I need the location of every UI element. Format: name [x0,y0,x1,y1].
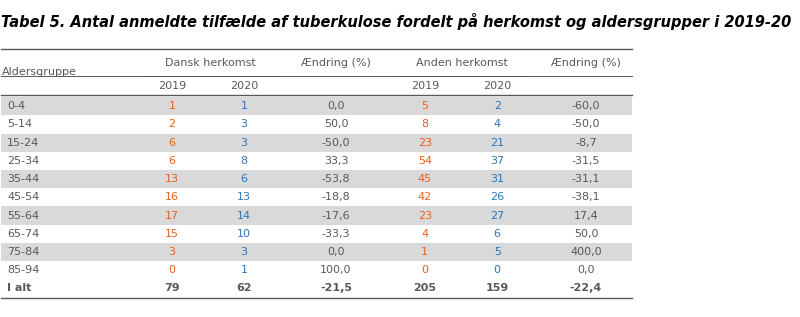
Text: -21,5: -21,5 [320,283,352,294]
Text: 4: 4 [422,229,428,239]
Text: 13: 13 [165,174,179,184]
Text: 0: 0 [169,265,175,275]
Text: I alt: I alt [7,283,31,294]
Text: -8,7: -8,7 [575,138,597,148]
Text: -50,0: -50,0 [572,120,600,129]
Text: 27: 27 [490,210,504,221]
Text: 3: 3 [241,120,247,129]
Text: 2020: 2020 [230,81,258,91]
Text: 1: 1 [422,247,428,257]
Text: 35-44: 35-44 [7,174,39,184]
Text: 31: 31 [490,174,504,184]
Text: 3: 3 [169,247,175,257]
Text: 0,0: 0,0 [578,265,594,275]
Text: 10: 10 [237,229,251,239]
Text: 85-94: 85-94 [7,265,39,275]
Text: 5-14: 5-14 [7,120,32,129]
Text: Dansk herkomst: Dansk herkomst [165,58,255,68]
Text: 3: 3 [241,247,247,257]
Text: Ændring (%): Ændring (%) [301,58,371,68]
Text: -60,0: -60,0 [572,101,600,111]
Text: 42: 42 [418,192,432,202]
Text: 0: 0 [494,265,501,275]
Text: 2019: 2019 [158,81,186,91]
Bar [1,97,632,115]
Text: 45-54: 45-54 [7,192,39,202]
Text: Tabel 5. Antal anmeldte tilfælde af tuberkulose fordelt på herkomst og aldersgru: Tabel 5. Antal anmeldte tilfælde af tube… [1,13,791,30]
Text: -53,8: -53,8 [322,174,350,184]
Text: 25-34: 25-34 [7,156,39,166]
Text: 2: 2 [169,120,175,129]
Text: 23: 23 [418,210,432,221]
Text: 54: 54 [418,156,432,166]
Text: 1: 1 [241,265,247,275]
Text: 2020: 2020 [483,81,511,91]
Text: 75-84: 75-84 [7,247,39,257]
Text: 2019: 2019 [410,81,439,91]
Text: 1: 1 [241,101,247,111]
Text: 159: 159 [486,283,509,294]
Text: 26: 26 [490,192,504,202]
Text: -31,1: -31,1 [572,174,600,184]
Text: 55-64: 55-64 [7,210,39,221]
Text: -18,8: -18,8 [322,192,350,202]
Text: 205: 205 [414,283,436,294]
Text: 6: 6 [169,138,175,148]
Text: 5: 5 [422,101,428,111]
Text: 23: 23 [418,138,432,148]
Text: 65-74: 65-74 [7,229,39,239]
Text: 17: 17 [165,210,179,221]
Text: 0-4: 0-4 [7,101,26,111]
Text: 50,0: 50,0 [324,120,348,129]
Bar [1,243,632,261]
Text: -17,6: -17,6 [322,210,350,221]
Text: 79: 79 [164,283,180,294]
Text: -38,1: -38,1 [572,192,600,202]
Text: -33,3: -33,3 [322,229,350,239]
Text: 4: 4 [494,120,501,129]
Text: -50,0: -50,0 [322,138,350,148]
Text: 6: 6 [494,229,501,239]
Text: 0: 0 [422,265,428,275]
Bar [1,206,632,225]
Text: 3: 3 [241,138,247,148]
Text: 62: 62 [236,283,252,294]
Text: Aldersgruppe: Aldersgruppe [2,67,77,77]
Text: 0,0: 0,0 [327,101,345,111]
Text: 15: 15 [165,229,179,239]
Text: 2: 2 [494,101,501,111]
Text: -22,4: -22,4 [570,283,602,294]
Text: 400,0: 400,0 [570,247,602,257]
Text: Ændring (%): Ændring (%) [551,58,621,68]
Text: 5: 5 [494,247,501,257]
Text: 50,0: 50,0 [574,229,598,239]
Text: 33,3: 33,3 [324,156,348,166]
Text: 8: 8 [241,156,247,166]
Text: 16: 16 [165,192,179,202]
Text: -31,5: -31,5 [572,156,600,166]
Text: 6: 6 [241,174,247,184]
Text: 14: 14 [237,210,251,221]
Text: 37: 37 [490,156,504,166]
Text: 100,0: 100,0 [320,265,352,275]
Text: 8: 8 [422,120,428,129]
Text: Anden herkomst: Anden herkomst [416,58,508,68]
Bar [1,170,632,188]
Text: 21: 21 [490,138,504,148]
Text: 17,4: 17,4 [574,210,598,221]
Text: 6: 6 [169,156,175,166]
Text: 1: 1 [169,101,175,111]
Text: 13: 13 [237,192,251,202]
Text: 0,0: 0,0 [327,247,345,257]
Bar [1,133,632,152]
Text: 15-24: 15-24 [7,138,39,148]
Text: 45: 45 [418,174,432,184]
